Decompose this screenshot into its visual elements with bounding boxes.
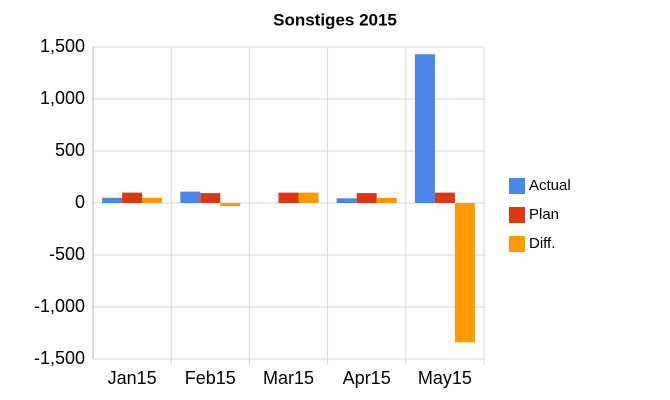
bar (180, 191, 201, 203)
legend-label: Actual (529, 177, 571, 194)
bar (336, 198, 357, 203)
bar (122, 192, 143, 203)
x-tick-label: Apr15 (343, 368, 391, 388)
y-tick-label: 1,500 (40, 36, 85, 56)
x-tick-label: Feb15 (185, 368, 236, 388)
bar (298, 192, 319, 203)
bar (200, 193, 221, 203)
bar (434, 192, 455, 203)
y-tick-label: 1,000 (40, 88, 85, 108)
bar (454, 203, 475, 343)
y-tick-label: -1,000 (34, 296, 85, 316)
y-tick-label: 0 (75, 192, 85, 212)
legend-label: Plan (529, 206, 559, 223)
bar (414, 54, 435, 203)
x-tick-label: Jan15 (108, 368, 157, 388)
chart-title: Sonstiges 2015 (273, 10, 397, 29)
legend-label: Diff. (529, 235, 555, 252)
bar (220, 203, 241, 207)
bar (142, 197, 163, 203)
y-tick-label: -500 (49, 244, 85, 264)
y-tick-label: 500 (55, 140, 85, 160)
x-tick-label: May15 (418, 368, 472, 388)
y-tick-label: -1,500 (34, 348, 85, 368)
legend-swatch (509, 236, 525, 252)
bar (376, 197, 397, 203)
bar (102, 197, 123, 203)
x-tick-label: Mar15 (263, 368, 314, 388)
bar (356, 193, 377, 203)
legend-swatch (509, 178, 525, 194)
bar (278, 192, 299, 203)
legend-swatch (509, 207, 525, 223)
